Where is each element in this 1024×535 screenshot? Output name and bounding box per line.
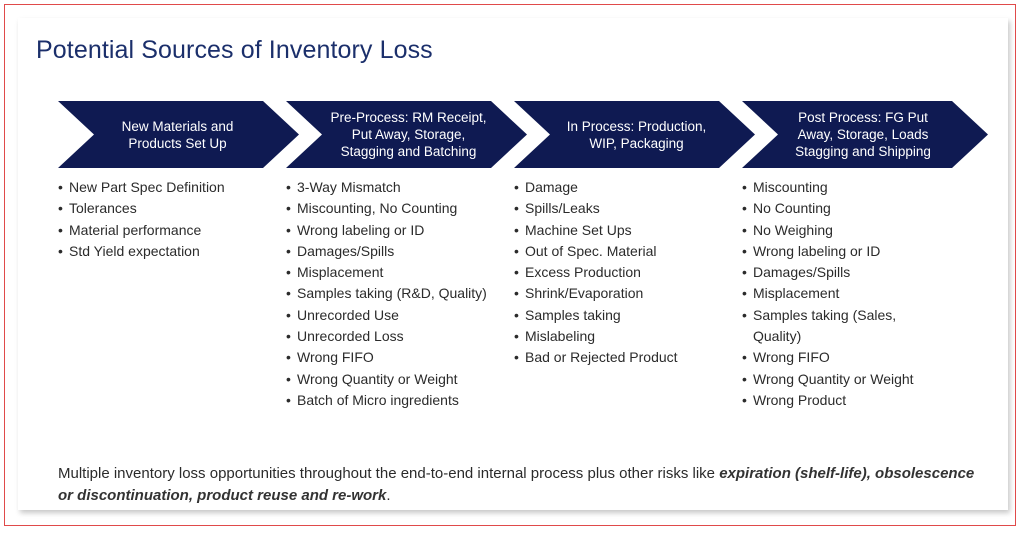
list-item: Wrong Product: [742, 390, 938, 412]
list-item: No Counting: [742, 198, 938, 220]
list-item: Machine Set Ups: [514, 220, 729, 242]
list-item: Damage: [514, 177, 729, 199]
outer-frame: [4, 4, 1016, 526]
list-item: Wrong Quantity or Weight: [286, 369, 494, 391]
stage-chevron-pre-process: Pre-Process: RM Receipt, Put Away, Stora…: [286, 101, 527, 168]
list-item: Shrink/Evaporation: [514, 283, 729, 305]
footer-text: Multiple inventory loss opportunities th…: [58, 465, 720, 482]
page-title: Potential Sources of Inventory Loss: [36, 36, 433, 64]
list-item: Spills/Leaks: [514, 198, 729, 220]
list-item: Unrecorded Loss: [286, 326, 494, 348]
list-item: Miscounting: [742, 177, 938, 199]
list-item: Tolerances: [58, 198, 280, 220]
list-item: Bad or Rejected Product: [514, 347, 729, 369]
list-item: Samples taking (R&D, Quality): [286, 283, 494, 305]
footer-note: Multiple inventory loss opportunities th…: [58, 463, 988, 507]
stage-header-pre-process: Pre-Process: RM Receipt, Put Away, Stora…: [330, 110, 487, 159]
list-item: Mislabeling: [514, 326, 729, 348]
stage-chevron-post-process: Post Process: FG Put Away, Storage, Load…: [742, 101, 988, 168]
list-item: Misplacement: [286, 262, 494, 284]
stage-header-in-process: In Process: Production, WIP, Packaging: [566, 118, 707, 151]
list-item: Wrong FIFO: [286, 347, 494, 369]
list-item: Misplacement: [742, 283, 938, 305]
stage-header-post-process: Post Process: FG Put Away, Storage, Load…: [795, 110, 931, 159]
stage-header-new-materials: New Materials and Products Set Up: [121, 118, 234, 151]
stage-list-post-process: MiscountingNo CountingNo WeighingWrong l…: [742, 177, 938, 412]
stage-list-new-materials: New Part Spec DefinitionTolerancesMateri…: [58, 177, 280, 262]
stage-chevron-new-materials: New Materials and Products Set Up: [58, 101, 299, 168]
list-item: Damages/Spills: [742, 262, 938, 284]
list-item: 3-Way Mismatch: [286, 177, 494, 199]
stage-list-in-process: DamageSpills/LeaksMachine Set UpsOut of …: [514, 177, 729, 369]
footer-end: .: [386, 487, 391, 504]
list-item: Wrong labeling or ID: [286, 220, 494, 242]
list-item: Excess Production: [514, 262, 729, 284]
footer-emphasis: expiration (shelf-life), obsolescence or…: [58, 465, 975, 504]
list-item: Material performance: [58, 220, 280, 242]
list-item: Wrong Quantity or Weight: [742, 369, 938, 391]
list-item: No Weighing: [742, 220, 938, 242]
list-item: Std Yield expectation: [58, 241, 280, 263]
list-item: Wrong FIFO: [742, 347, 938, 369]
list-item: New Part Spec Definition: [58, 177, 280, 199]
list-item: Out of Spec. Material: [514, 241, 729, 263]
list-item: Samples taking: [514, 305, 729, 327]
list-item: Samples taking (Sales, Quality): [742, 305, 938, 348]
list-item: Damages/Spills: [286, 241, 494, 263]
list-item: Miscounting, No Counting: [286, 198, 494, 220]
list-item: Unrecorded Use: [286, 305, 494, 327]
list-item: Wrong labeling or ID: [742, 241, 938, 263]
list-item: Batch of Micro ingredients: [286, 390, 494, 412]
stage-list-pre-process: 3-Way MismatchMiscounting, No CountingWr…: [286, 177, 494, 412]
stage-chevron-in-process: In Process: Production, WIP, Packaging: [514, 101, 755, 168]
